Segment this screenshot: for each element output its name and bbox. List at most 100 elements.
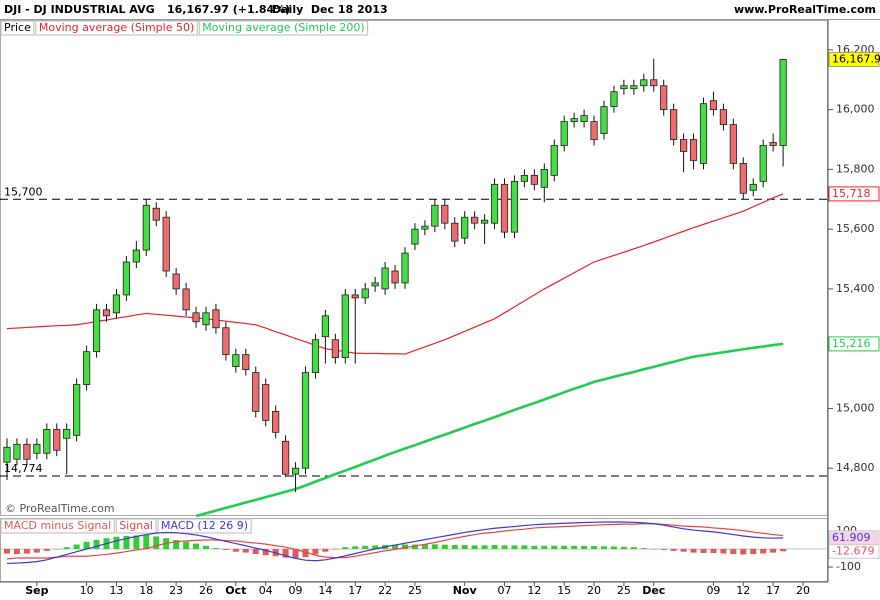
value-tag: 16,167.97 (832, 52, 880, 65)
candle-body (650, 79, 658, 87)
candle-body (610, 91, 618, 108)
candle-body (570, 118, 578, 122)
histogram-bar (222, 549, 229, 550)
histogram-bar (153, 536, 160, 550)
moving-average (195, 342, 784, 518)
histogram-bar (461, 545, 468, 550)
candle-body (689, 139, 698, 161)
x-tick-label: 17 (348, 584, 362, 597)
candle-body (680, 139, 688, 152)
histogram-bar (601, 546, 607, 550)
macd-legend: MACD minus Signal Signal MACD (12 26 9) (0, 518, 252, 534)
value-tag: 15,216 (832, 337, 871, 350)
candle-body (580, 115, 588, 122)
candle-body (222, 327, 230, 356)
x-tick-label: 25 (617, 584, 631, 597)
histogram-bar (312, 549, 319, 555)
x-tick-label: 17 (766, 584, 780, 597)
candle-body (232, 354, 240, 368)
candle-body (272, 411, 280, 433)
histogram-bar (431, 544, 438, 550)
legend: Price Moving average (Simple 50) Moving av… (0, 20, 369, 36)
histogram-bar (183, 541, 190, 550)
histogram-bar (402, 544, 408, 550)
candle-body (630, 85, 638, 90)
candle-body (321, 315, 330, 338)
moving-average (6, 193, 784, 355)
legend-label: Signal (119, 519, 153, 532)
y-tick-label: -100 (836, 560, 861, 573)
x-tick-label: 26 (199, 584, 213, 597)
x-tick-label: 23 (169, 584, 183, 597)
candle-body (361, 288, 369, 299)
candle-body (122, 261, 130, 296)
legend-label: MACD (12 26 9) (161, 519, 248, 532)
histogram-bar (581, 545, 588, 550)
candle-body (281, 440, 290, 475)
histogram-bar (441, 544, 448, 550)
histogram-bar (332, 549, 339, 550)
histogram-bar (123, 536, 130, 550)
x-tick-label: 25 (408, 584, 422, 597)
candle-body (33, 443, 41, 454)
histogram-bar (491, 545, 498, 550)
histogram-bar (630, 547, 637, 550)
histogram-bar (411, 544, 418, 550)
candle-body (182, 288, 190, 311)
candle-body (759, 145, 767, 182)
legend-box (157, 518, 252, 534)
candle-body (779, 59, 787, 146)
histogram-bar (232, 549, 239, 552)
candle-body (451, 222, 459, 242)
candle-body (421, 225, 429, 230)
histogram-bar (561, 545, 568, 550)
value-tag-box (828, 51, 880, 67)
candle-body (262, 384, 270, 421)
candle-body (471, 216, 479, 224)
histogram-bar (212, 548, 219, 550)
histogram-bar (372, 545, 379, 550)
candle-body (53, 428, 61, 451)
candle-body (749, 183, 757, 191)
x-tick-label: 18 (139, 584, 153, 597)
histogram-bar (690, 549, 697, 553)
candle-body (620, 85, 628, 90)
histogram-bar (143, 534, 150, 550)
x-tick-label: 04 (259, 584, 273, 597)
candle-body (192, 312, 200, 323)
macd-line (6, 521, 784, 565)
y-tick-label: 15,600 (836, 222, 875, 235)
y-tick-label: 15,000 (836, 401, 875, 414)
watermark: © ProRealTime.com (5, 502, 115, 515)
histogram-bar (83, 541, 90, 550)
candle-body (142, 204, 150, 251)
legend-box (198, 20, 369, 36)
x-tick-label: 20 (587, 584, 601, 597)
histogram-bar (252, 549, 259, 555)
histogram-bar (242, 549, 249, 553)
histogram-bar (203, 545, 209, 550)
x-tick-label: 13 (109, 584, 123, 597)
histogram-bar (43, 549, 50, 551)
candle-body (530, 174, 538, 185)
value-tag-box (828, 336, 880, 352)
histogram-bar (342, 547, 349, 550)
histogram-bar (193, 543, 200, 550)
x-tick-label: 12 (527, 584, 541, 597)
x-tick-label: Oct (225, 584, 246, 597)
candle-body (461, 216, 469, 239)
candle-body (560, 121, 568, 146)
x-tick-label: 14 (318, 584, 332, 597)
candle-body (441, 204, 449, 224)
candle-body (739, 163, 747, 194)
legend-box (0, 518, 115, 534)
y-tick-label: 16,000 (836, 103, 875, 116)
histogram-bar (541, 545, 548, 550)
histogram-bar (710, 549, 717, 553)
value-tag-box (828, 186, 880, 202)
value-tag: 61.909 (832, 531, 871, 544)
histogram-bar (471, 545, 478, 550)
histogram-bar (640, 548, 647, 550)
chart-subtitle: 16,167.97 (+1.84%) (167, 3, 290, 16)
